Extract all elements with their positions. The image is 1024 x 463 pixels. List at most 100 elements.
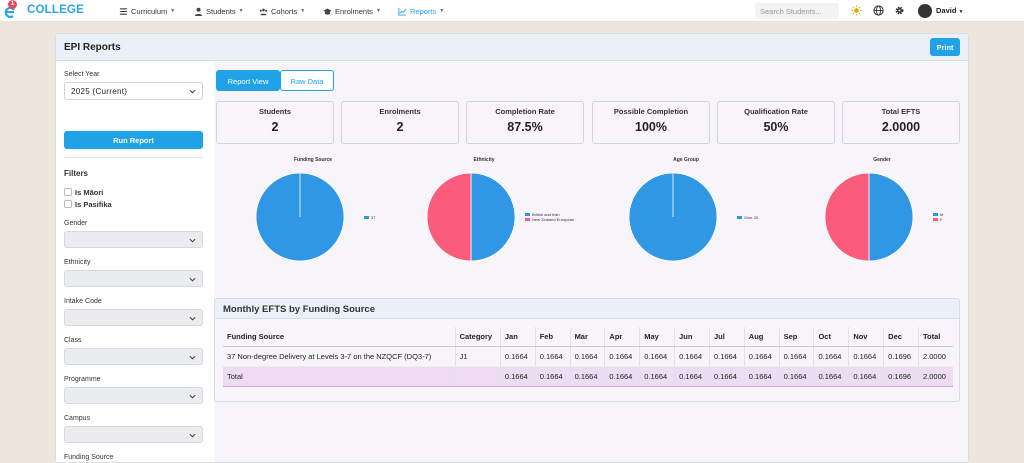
stat-value: 50% bbox=[763, 120, 789, 134]
table-cell bbox=[454, 365, 501, 387]
campus-select[interactable] bbox=[64, 426, 203, 443]
table-cell: 0.1664 bbox=[499, 346, 536, 367]
legend-item[interactable]: F bbox=[933, 217, 943, 222]
avatar[interactable] bbox=[918, 4, 932, 18]
chevron-down-icon bbox=[189, 394, 196, 399]
pie-slice-f bbox=[824, 172, 870, 262]
chevron-down-icon bbox=[189, 89, 196, 94]
globe-icon[interactable] bbox=[873, 5, 884, 16]
nav-cohorts[interactable]: Cohorts ▼ bbox=[259, 0, 305, 22]
table-cell: 0.1664 bbox=[813, 365, 849, 387]
class-select[interactable] bbox=[64, 348, 203, 365]
intake-code-select[interactable] bbox=[64, 309, 203, 326]
nav-reports[interactable]: Reports ▼ bbox=[398, 0, 444, 22]
group-icon bbox=[259, 8, 268, 15]
stat-card-enrolments: Enrolments 2 bbox=[341, 101, 459, 144]
legend-item[interactable]: British and Irish bbox=[525, 212, 574, 217]
stat-value: 2 bbox=[396, 120, 404, 134]
chevron-down-icon bbox=[189, 355, 196, 360]
column-header: May bbox=[639, 327, 675, 347]
column-header: Feb bbox=[534, 327, 571, 347]
year-select[interactable]: 2025 (Current) bbox=[64, 82, 203, 100]
monthly-efts-card: Monthly EFTS by Funding Source Funding S… bbox=[214, 298, 960, 402]
legend-label: Over 25 bbox=[744, 215, 759, 220]
legend-item[interactable]: New Zealand European bbox=[525, 217, 574, 222]
monthly-efts-table: Funding Source Category Jan Feb Mar Apr May Jun… bbox=[223, 327, 953, 387]
table-cell: 0.1696 bbox=[883, 365, 919, 387]
table-cell: 0.1664 bbox=[743, 346, 780, 367]
pie-slice-british-and-irish bbox=[470, 172, 516, 262]
nav-curriculum[interactable]: Curriculum ▼ bbox=[119, 0, 175, 22]
table-cell: 37 Non-degree Delivery at Levels 3-7 on … bbox=[223, 346, 456, 367]
table-header-row: Funding Source Category Jan Feb Mar Apr May Jun… bbox=[223, 327, 953, 347]
chart-title: Ethnicity bbox=[473, 157, 495, 163]
column-header: Nov bbox=[848, 327, 884, 347]
user-menu[interactable]: David ▼ bbox=[936, 6, 963, 15]
stat-card-total-efts: Total EFTS 2.0000 bbox=[842, 101, 960, 144]
ethnicity-label: Ethnicity bbox=[64, 259, 91, 266]
tab-report-view[interactable]: Report View bbox=[216, 70, 280, 91]
legend-label: F bbox=[940, 217, 943, 222]
stat-label: Qualification Rate bbox=[744, 107, 808, 116]
stat-value: 2.0000 bbox=[881, 120, 921, 134]
chevron-down-icon bbox=[189, 316, 196, 321]
nav-students[interactable]: Students ▼ bbox=[194, 0, 244, 22]
notification-badge[interactable]: 1 bbox=[8, 0, 17, 9]
print-button[interactable]: Print bbox=[930, 38, 960, 56]
table-cell: 0.1664 bbox=[743, 365, 780, 387]
table-cell: J1 bbox=[454, 346, 501, 367]
user-name: David bbox=[936, 6, 957, 15]
chart-legend: British and Irish New Zealand European bbox=[525, 212, 574, 222]
legend-swatch bbox=[737, 216, 742, 220]
legend-item[interactable]: Over 25 bbox=[737, 215, 758, 220]
stat-card-students: Students 2 bbox=[216, 101, 334, 144]
table-cell: 0.1664 bbox=[708, 346, 745, 367]
list-icon bbox=[119, 7, 128, 15]
table-cell: 2.0000 bbox=[918, 365, 953, 387]
column-header: Jan bbox=[499, 327, 536, 347]
legend-item[interactable]: 37 bbox=[364, 215, 375, 220]
search-students-input[interactable]: Search Students... bbox=[755, 3, 839, 19]
gender-select[interactable] bbox=[64, 231, 203, 248]
column-header: Sep bbox=[778, 327, 814, 347]
legend-swatch bbox=[525, 218, 530, 222]
legend-item[interactable]: M bbox=[933, 212, 943, 217]
stat-label: Total EFTS bbox=[881, 107, 921, 116]
legend-label: New Zealand European bbox=[532, 217, 575, 222]
monthly-efts-header: Monthly EFTS by Funding Source bbox=[215, 299, 959, 319]
ethnicity-select[interactable] bbox=[64, 270, 203, 287]
legend-swatch bbox=[525, 213, 530, 217]
nav-curriculum-label: Curriculum bbox=[131, 6, 168, 16]
table-cell: 0.1664 bbox=[569, 365, 605, 387]
nav-reports-label: Reports bbox=[410, 6, 437, 16]
person-icon bbox=[194, 7, 203, 16]
chart-funding-source: Funding Source 37 bbox=[228, 157, 398, 277]
table-cell: 0.1664 bbox=[848, 365, 884, 387]
column-header: Apr bbox=[604, 327, 640, 347]
legend-swatch bbox=[933, 218, 938, 222]
tab-raw-data[interactable]: Raw Data bbox=[280, 70, 334, 91]
stat-label: Enrolments bbox=[379, 107, 421, 116]
line-chart-icon bbox=[398, 7, 407, 16]
is-maori-checkbox[interactable] bbox=[64, 188, 72, 196]
sun-icon[interactable] bbox=[851, 5, 862, 16]
nav-students-label: Students bbox=[206, 6, 236, 16]
table-cell: 2.0000 bbox=[918, 346, 953, 367]
divider bbox=[64, 157, 203, 158]
table-cell: 0.1664 bbox=[813, 346, 849, 367]
table-cell: 0.1664 bbox=[848, 346, 884, 367]
nav-enrolments[interactable]: Enrolments ▼ bbox=[323, 0, 381, 22]
programme-select[interactable] bbox=[64, 387, 203, 404]
brand-name[interactable]: COLLEGE bbox=[27, 4, 84, 16]
is-pasifika-checkbox[interactable] bbox=[64, 200, 72, 208]
class-label: Class bbox=[64, 337, 82, 344]
graduation-cap-icon bbox=[323, 8, 332, 15]
run-report-button[interactable]: Run Report bbox=[64, 131, 203, 149]
gear-icon[interactable] bbox=[894, 5, 905, 16]
gender-label: Gender bbox=[64, 220, 88, 227]
table-cell: 0.1664 bbox=[778, 346, 814, 367]
pie-svg bbox=[628, 172, 718, 262]
stat-value: 2 bbox=[271, 120, 279, 134]
top-navbar: 1 COLLEGE Curriculum ▼ Students ▼ Cohorts ▼… bbox=[0, 0, 1024, 22]
